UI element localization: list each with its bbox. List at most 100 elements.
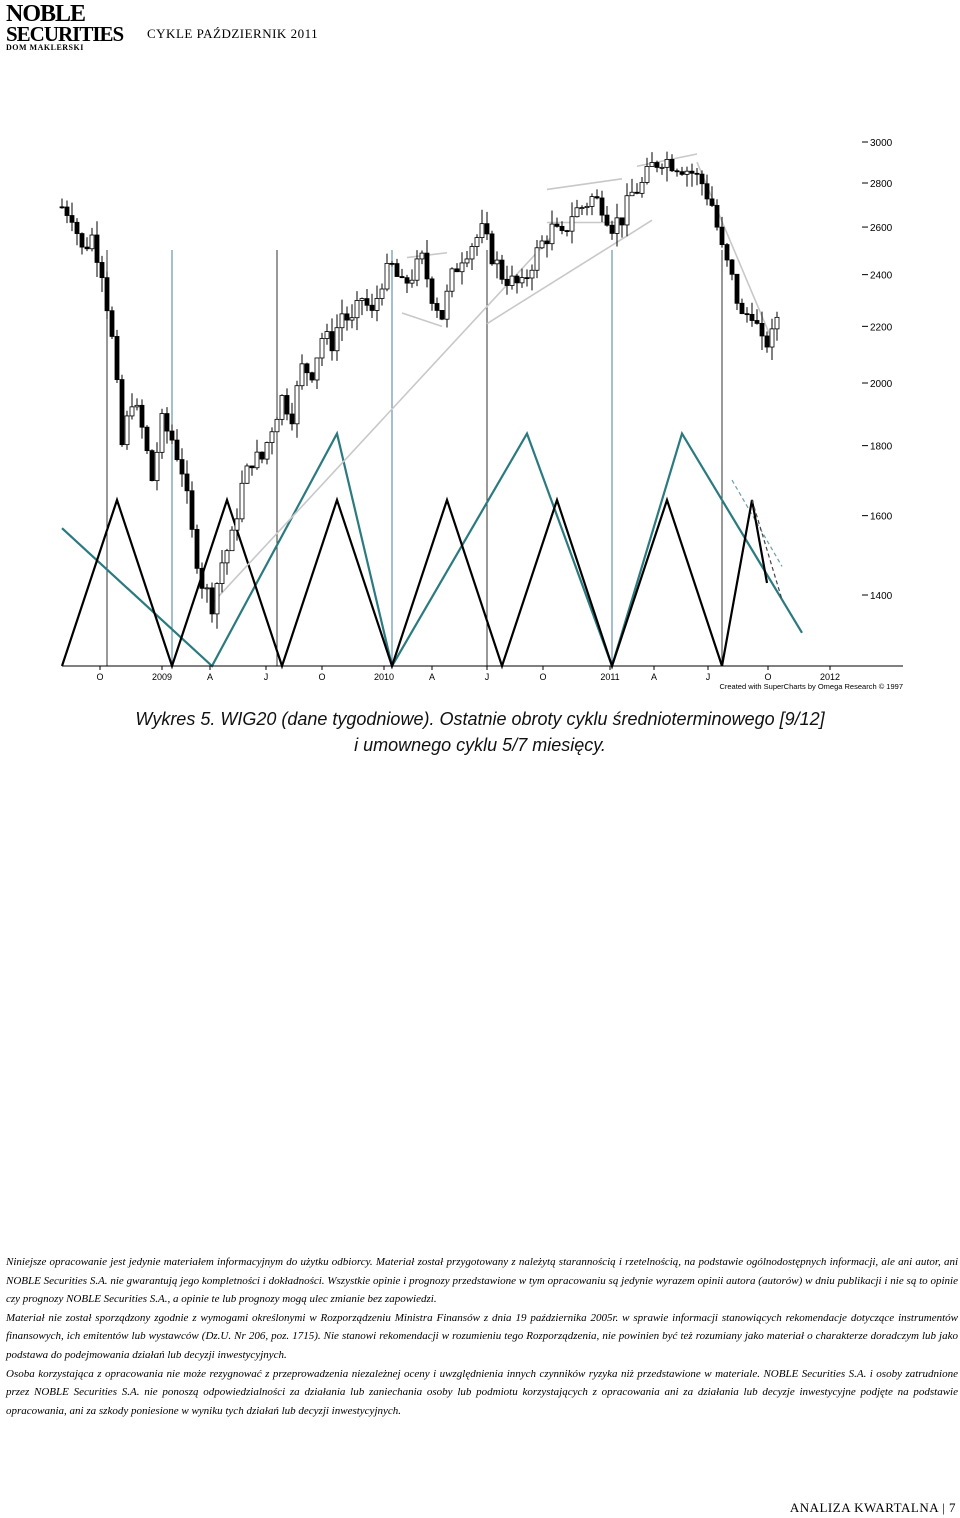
price-candle xyxy=(109,310,115,337)
price-candle xyxy=(469,246,475,260)
price-candle xyxy=(339,313,345,329)
price-candle xyxy=(604,214,610,226)
price-candle xyxy=(419,252,425,260)
price-candle xyxy=(99,262,105,279)
price-candle xyxy=(179,459,185,475)
price-candle xyxy=(449,268,455,292)
price-candle xyxy=(169,430,175,441)
trend-line-2 xyxy=(401,312,443,328)
price-candle xyxy=(389,262,395,265)
x-tick-label-12: O xyxy=(764,672,771,682)
price-candle xyxy=(154,451,160,482)
y-tick-label-2400: 2400 xyxy=(870,271,893,282)
price-candle xyxy=(249,465,255,469)
price-candle xyxy=(229,529,235,552)
price-candle xyxy=(689,170,695,174)
price-candle xyxy=(94,234,100,263)
price-candle xyxy=(114,336,120,380)
price-candle xyxy=(474,237,480,247)
price-candle xyxy=(504,278,510,286)
price-candle xyxy=(289,413,295,425)
price-candle xyxy=(649,162,655,167)
price-candle xyxy=(84,246,90,250)
price-candle xyxy=(619,217,625,226)
price-candle xyxy=(69,215,75,223)
trend-line-3 xyxy=(486,219,653,325)
price-candle xyxy=(394,263,400,277)
x-tick-label-9: 2011 xyxy=(600,672,619,682)
price-candle xyxy=(204,587,210,590)
logo-line-3: DOM MAKLERSKI xyxy=(6,43,84,52)
x-tick-label-5: 2010 xyxy=(374,672,394,682)
x-tick-label-4: O xyxy=(318,672,325,682)
trend-line-7 xyxy=(696,161,773,341)
price-candle xyxy=(239,482,245,520)
price-candle xyxy=(574,207,580,218)
price-candle xyxy=(164,413,170,432)
x-tick-label-13: 2012 xyxy=(820,672,840,682)
price-candle xyxy=(359,298,365,301)
price-candle xyxy=(694,172,700,175)
price-candle xyxy=(654,162,660,168)
y-tick-label-2200: 2200 xyxy=(870,322,893,333)
price-candle xyxy=(409,279,415,284)
price-candle xyxy=(274,418,280,433)
price-candle xyxy=(224,550,230,564)
price-candle xyxy=(519,277,525,284)
x-tick-label-2: A xyxy=(207,672,213,682)
y-tick-label-1800: 1800 xyxy=(870,442,893,453)
price-candle xyxy=(564,230,570,232)
price-candle xyxy=(379,288,385,299)
price-candle xyxy=(544,240,550,245)
disclaimer-paragraph-3: Osoba korzystająca z opracowania nie moż… xyxy=(6,1367,958,1417)
logo-line-2: SECURITIES xyxy=(6,22,124,46)
price-candle xyxy=(89,234,95,250)
trend-line-0 xyxy=(211,235,553,605)
y-tick-label-2000: 2000 xyxy=(870,379,893,390)
y-tick-label-1400: 1400 xyxy=(870,591,893,602)
price-candle xyxy=(364,298,370,306)
y-tick-label-1600: 1600 xyxy=(870,512,893,523)
x-tick-label-11: J xyxy=(706,672,711,682)
disclaimer: Niniejsze opracowanie jest jedynie mater… xyxy=(6,1253,958,1420)
price-candle xyxy=(324,331,330,339)
page-footer: ANALIZA KWARTALNA | 7 xyxy=(789,1500,956,1515)
price-candle xyxy=(769,328,775,348)
disclaimer-paragraph-2: Materiał nie został sporządzony zgodnie … xyxy=(6,1311,958,1361)
black-cycle-line xyxy=(60,496,769,670)
x-tick-label-3: J xyxy=(264,672,269,682)
price-candle xyxy=(149,450,155,482)
price-candle xyxy=(754,320,760,324)
chart-credit: Created with SuperCharts by Omega Resear… xyxy=(719,682,903,691)
price-candle xyxy=(119,379,125,446)
price-candle xyxy=(669,159,675,172)
logo-line-1: NOBLE xyxy=(6,1,86,27)
price-candle xyxy=(479,223,485,238)
price-candle xyxy=(259,451,265,460)
price-candle xyxy=(79,233,85,248)
axes: 1400 1600 1800 2000 2200 2400 2600 2800 3000 O 200… xyxy=(62,138,903,691)
price-candle xyxy=(144,426,150,452)
price-candle xyxy=(549,223,555,245)
price-candle xyxy=(424,252,430,280)
price-candle xyxy=(584,205,590,209)
price-candle xyxy=(264,442,270,460)
price-candle xyxy=(614,217,620,234)
price-candle xyxy=(184,473,190,492)
price-candle xyxy=(759,323,765,337)
price-candle xyxy=(729,259,735,275)
caption-line-2: i umownego cyklu 5/7 miesięcy. xyxy=(354,735,606,755)
price-candle xyxy=(219,562,225,584)
price-candle xyxy=(629,191,635,197)
x-tick-label-10: A xyxy=(651,672,657,682)
price-candle xyxy=(354,300,360,319)
price-candle xyxy=(464,258,470,264)
price-candle xyxy=(559,225,565,231)
trend-line-4 xyxy=(546,177,623,191)
caption-line-1: Wykres 5. WIG20 (dane tygodniowe). Ostat… xyxy=(135,709,825,729)
price-candle xyxy=(699,173,705,185)
x-tick-label-1: 2009 xyxy=(152,672,172,682)
price-candle xyxy=(659,166,665,169)
price-candle xyxy=(684,170,690,175)
price-candle xyxy=(269,431,275,443)
